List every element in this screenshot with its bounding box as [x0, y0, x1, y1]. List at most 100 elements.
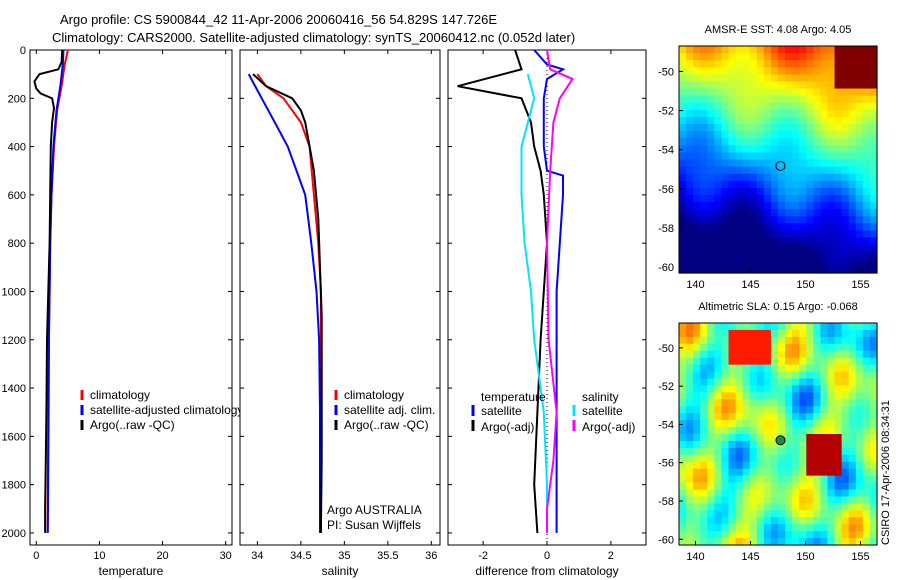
- heatmap-cell: [742, 46, 751, 54]
- heatmap-cell: [827, 67, 836, 75]
- heatmap-cell: [679, 95, 687, 104]
- heatmap-cell: [770, 265, 779, 274]
- heatmap-cell: [770, 447, 779, 456]
- heatmap-cell: [855, 202, 864, 210]
- heatmap-cell: [721, 496, 730, 504]
- heatmap-cell: [714, 440, 723, 449]
- heatmap-cell: [707, 74, 715, 83]
- heatmap-cell: [728, 67, 737, 75]
- heatmap-cell: [792, 46, 800, 54]
- heatmap-cell: [770, 88, 779, 97]
- heatmap-cell: [862, 350, 871, 359]
- heatmap-cell: [855, 371, 864, 380]
- heatmap-cell: [820, 209, 829, 217]
- heatmap-cell: [693, 124, 701, 132]
- heatmap-cell: [756, 413, 765, 421]
- heatmap-cell: [855, 265, 864, 274]
- heatmap-cell: [841, 46, 850, 54]
- heatmap-cell: [785, 323, 793, 331]
- heatmap-cell: [700, 230, 708, 239]
- heatmap-cell: [848, 152, 857, 161]
- heatmap-cell: [700, 216, 708, 224]
- heatmap-cell: [827, 475, 836, 484]
- heatmap-cell: [806, 81, 814, 90]
- heatmap-cell: [770, 371, 779, 380]
- heatmap-cell: [834, 392, 843, 400]
- heatmap-cell: [862, 524, 871, 532]
- heatmap-cell: [799, 46, 807, 54]
- figure-title-line1: Argo profile: CS 5900844_42 11-Apr-2006 …: [60, 12, 497, 27]
- heatmap-cell: [756, 468, 765, 477]
- heatmap-cell: [799, 102, 807, 111]
- heatmap-cell: [735, 392, 744, 400]
- heatmap-cell: [841, 461, 850, 470]
- heatmap-cell: [714, 109, 723, 118]
- heatmap-cell: [693, 434, 701, 442]
- heatmap-cell: [707, 166, 715, 175]
- heatmap-cell: [862, 209, 871, 217]
- heatmap-cell: [707, 265, 715, 274]
- heatmap-cell: [721, 323, 730, 331]
- heatmap-cell: [799, 420, 807, 428]
- heatmap-cell: [763, 378, 772, 387]
- heatmap-cell: [813, 81, 822, 90]
- heatmap-cell: [700, 258, 708, 267]
- heatmap-cell: [679, 531, 687, 539]
- heatmap-cell: [721, 67, 730, 75]
- heatmap-cell: [820, 152, 829, 161]
- heatmap-cell: [721, 350, 730, 359]
- heatmap-cell: [714, 420, 723, 428]
- heatmap-cell: [700, 323, 708, 331]
- heatmap-cell: [679, 258, 687, 267]
- heatmap-cell: [763, 81, 772, 90]
- heatmap-cell: [721, 329, 730, 338]
- heatmap-cell: [862, 138, 871, 146]
- heatmap-cell: [855, 216, 864, 224]
- heatmap-cell: [707, 244, 715, 253]
- heatmap-cell: [792, 202, 800, 210]
- argo-location-marker: [775, 160, 786, 171]
- heatmap-cell: [763, 524, 772, 532]
- heatmap-cell: [700, 447, 708, 456]
- heatmap-cell: [714, 187, 723, 196]
- heatmap-cell: [792, 538, 800, 546]
- heatmap-cell: [813, 202, 822, 210]
- heatmap-cell: [686, 53, 694, 61]
- heatmap-cell: [848, 251, 857, 260]
- annotation-text: PI: Susan Wijffels: [327, 518, 421, 532]
- heatmap-cell: [869, 524, 878, 532]
- heatmap-cell: [735, 482, 744, 491]
- heatmap-cell: [714, 434, 723, 442]
- heatmap-cell: [841, 95, 850, 104]
- heatmap-cell: [806, 131, 814, 139]
- heatmap-cell: [686, 102, 694, 111]
- heatmap-cell: [686, 131, 694, 139]
- heatmap-cell: [834, 371, 843, 380]
- heatmap-cell: [813, 496, 822, 504]
- heatmap-cell: [778, 102, 786, 111]
- heatmap-cell: [848, 209, 857, 217]
- heatmap-cell: [770, 180, 779, 189]
- heatmap-cell: [742, 447, 751, 456]
- heatmap-cell: [714, 510, 723, 518]
- heatmap-cell: [679, 524, 687, 532]
- heatmap-cell: [735, 223, 744, 232]
- heatmap-cell: [785, 251, 793, 260]
- heatmap-cell: [756, 202, 765, 210]
- heatmap-cell: [693, 517, 701, 525]
- heatmap-cell: [728, 202, 737, 210]
- heatmap-cell: [770, 46, 779, 54]
- heatmap-cell: [749, 482, 758, 491]
- heatmap-cell: [869, 159, 878, 168]
- heatmap-cell: [707, 489, 715, 498]
- heatmap-cell: [742, 475, 751, 484]
- heatmap-cell: [735, 427, 744, 435]
- heatmap-cell: [700, 194, 708, 203]
- heatmap-cell: [841, 116, 850, 125]
- heatmap-cell: [679, 88, 687, 97]
- heatmap-cell: [806, 145, 814, 153]
- heatmap-cell: [679, 413, 687, 421]
- heatmap-cell: [707, 336, 715, 345]
- heatmap-cell: [756, 336, 765, 345]
- heatmap-cell: [813, 166, 822, 175]
